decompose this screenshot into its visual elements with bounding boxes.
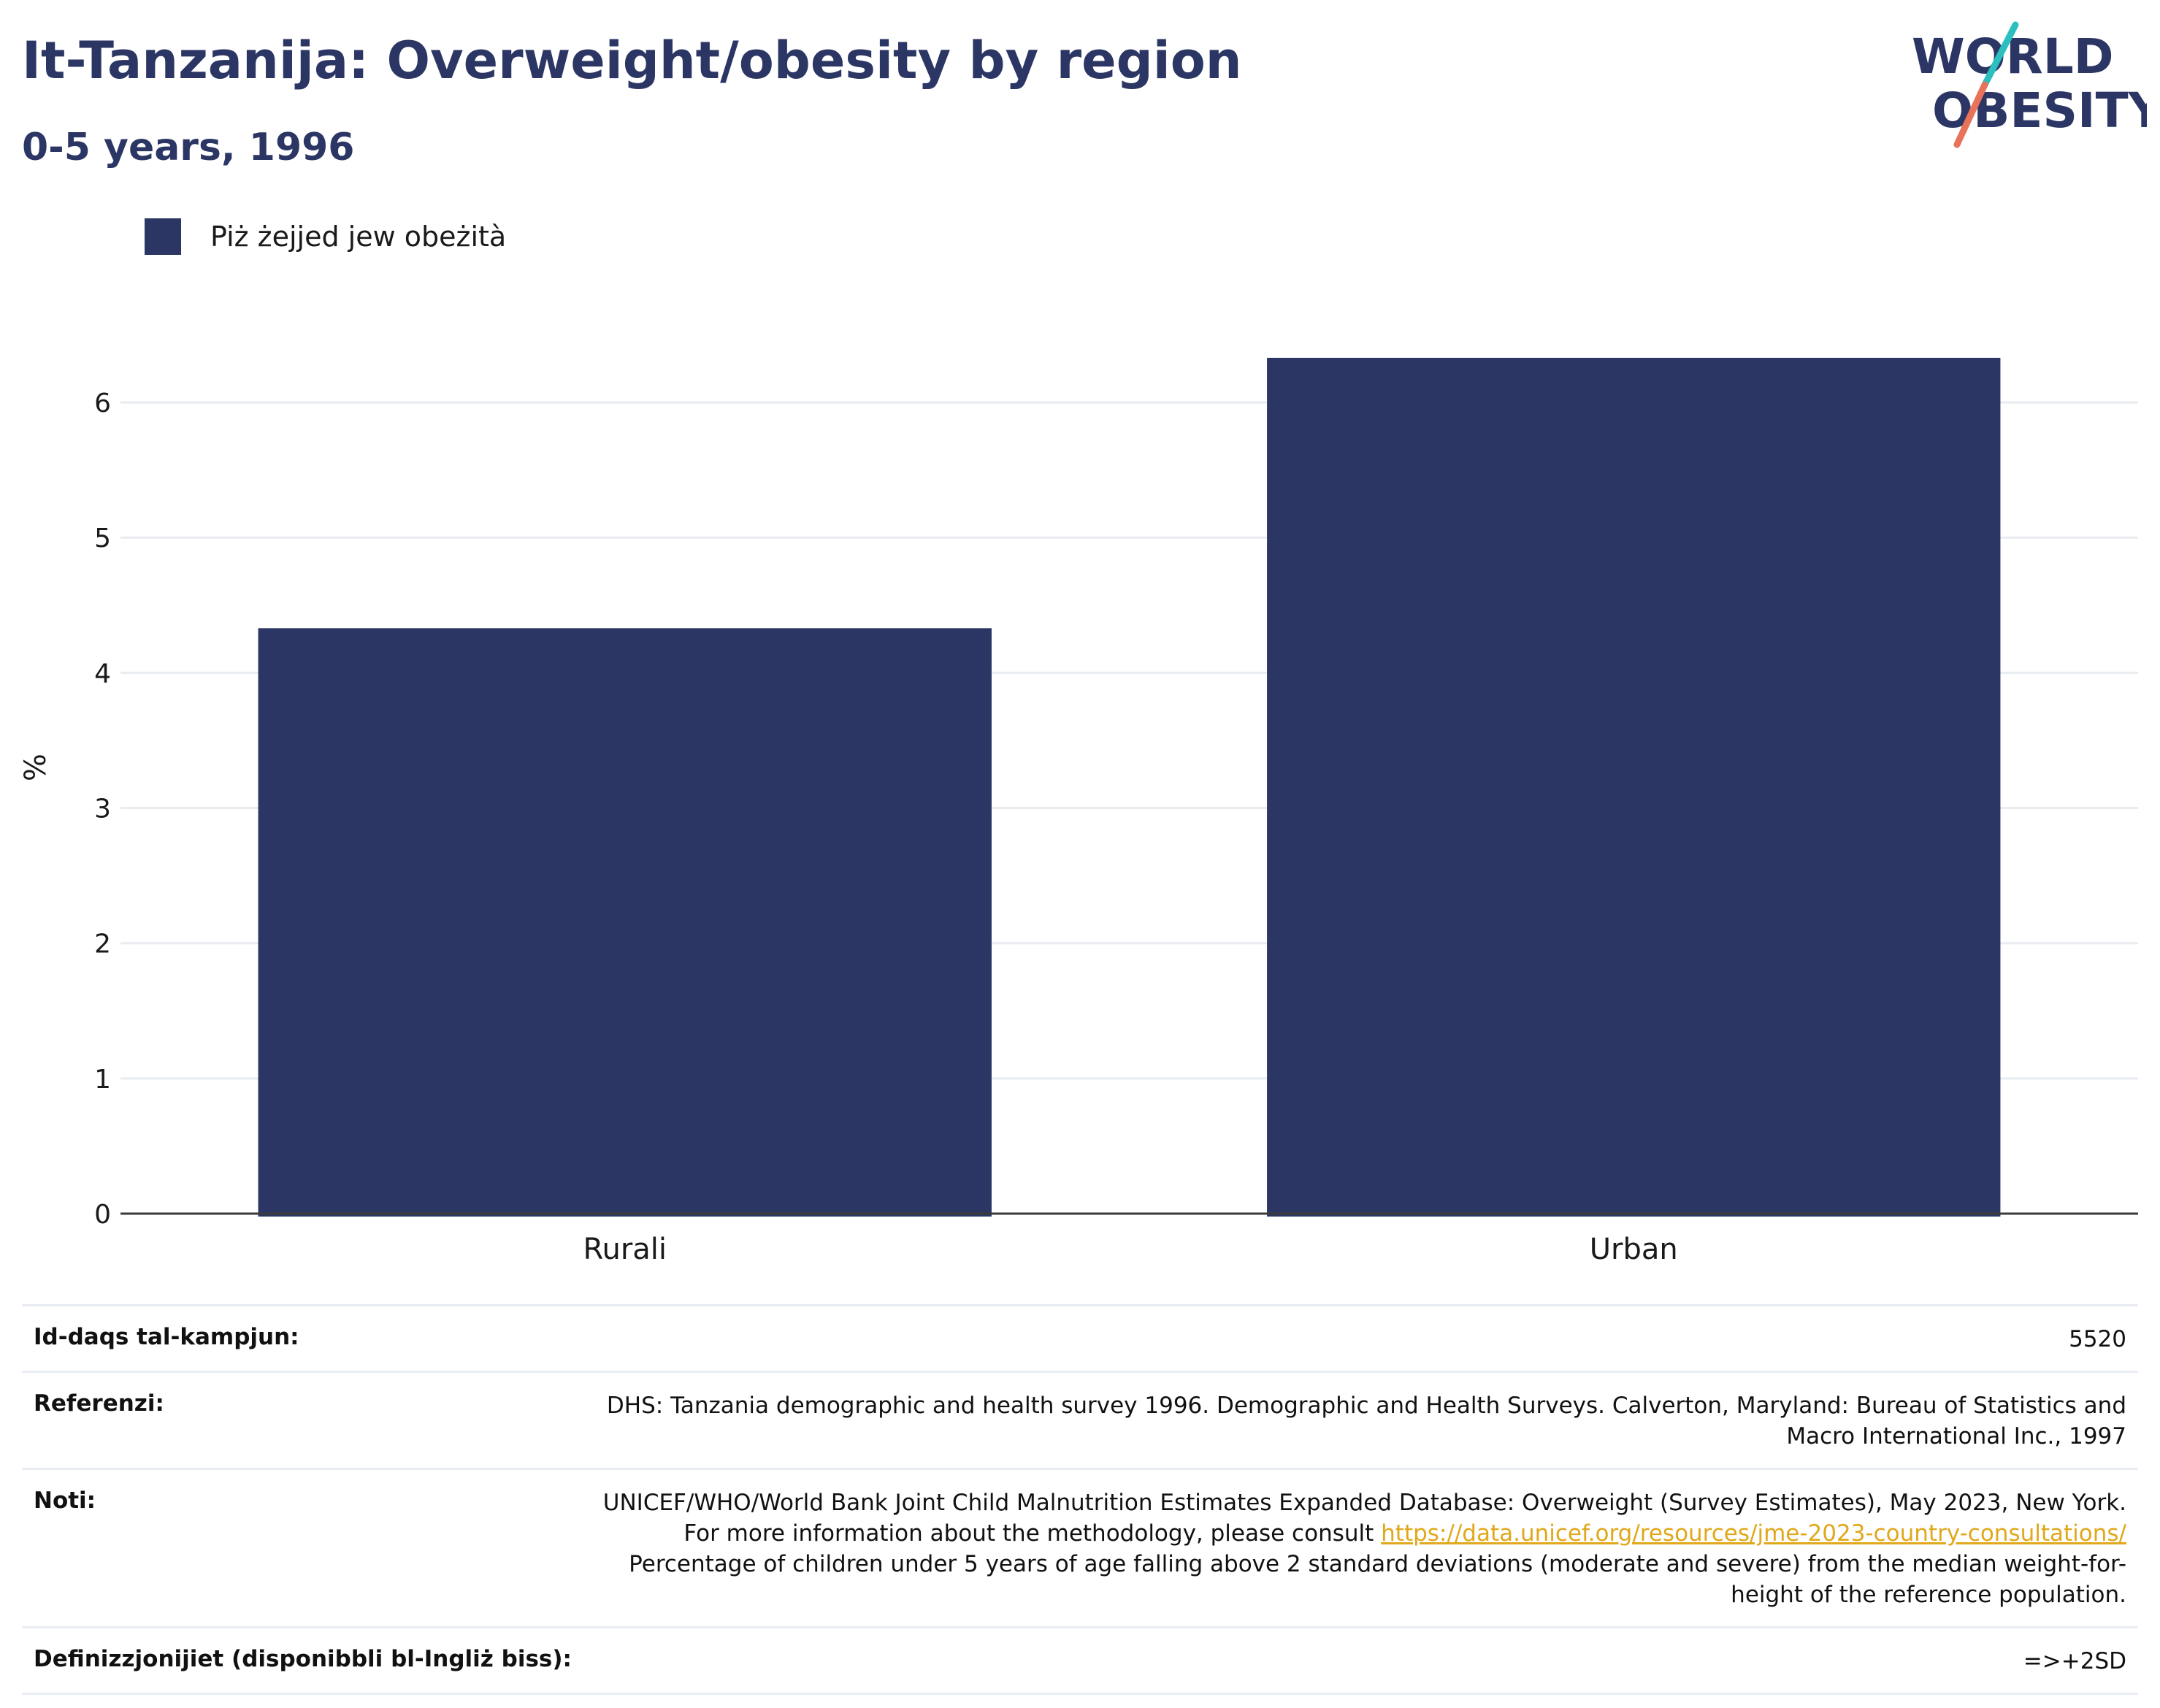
bar-urban[interactable] [1267,357,2001,1217]
x-tick-label: Rurali [583,1233,667,1266]
definitions-row: Definizzjonijiet (disponibbli bl-Ingliż … [22,1626,2138,1695]
sample-size-value: 5520 [2069,1326,2126,1352]
notes-link[interactable]: https://data.unicef.org/resources/jme-20… [1381,1520,2126,1547]
y-tick-label: 1 [94,1065,111,1095]
legend-label: Piż żejjed jew obeżità [210,221,507,253]
y-tick-label: 3 [94,794,111,824]
y-tick-label: 0 [94,1200,111,1230]
notes-text-1: UNICEF/WHO/World Bank Joint Child Malnut… [602,1490,2126,1547]
y-tick-label: 4 [94,659,111,689]
x-tick-label: Urban [1590,1233,1678,1266]
y-axis-label: % [19,754,53,781]
y-tick-label: 5 [94,524,111,554]
world-obesity-logo: WORLD OBESITY [1912,21,2147,148]
notes-value: UNICEF/WHO/World Bank Joint Child Malnut… [578,1487,2126,1610]
metadata-table: Id-daqs tal-kampjun: 5520 Referenzi: DHS… [22,1304,2138,1695]
references-row: Referenzi: DHS: Tanzania demographic and… [22,1371,2138,1468]
notes-label: Noti: [34,1487,96,1514]
references-label: Referenzi: [34,1390,164,1417]
notes-text-2: Percentage of children under 5 years of … [629,1551,2126,1608]
logo-line2: OBESITY [1932,83,2147,139]
bar-chart: 0 1 2 3 4 5 6 Rurali Urban % [19,357,2138,1266]
y-tick-label: 2 [94,930,111,960]
bars [258,357,2001,1217]
chart-legend[interactable]: Piż żejjed jew obeżità [145,218,506,256]
bar-rurali[interactable] [258,628,992,1217]
references-value: DHS: Tanzania demographic and health sur… [606,1393,2126,1449]
notes-row: Noti: UNICEF/WHO/World Bank Joint Child … [22,1468,2138,1626]
chart-subtitle: 0-5 years, 1996 [22,126,355,169]
legend-swatch [145,218,181,255]
logo-slash-teal [1981,21,2019,88]
y-tick-label: 6 [94,388,111,418]
definitions-label: Definizzjonijiet (disponibbli bl-Ingliż … [34,1646,572,1672]
logo-line1: WORLD [1912,28,2114,85]
logo-slash-coral [1953,81,1988,148]
axes: 0 1 2 3 4 5 6 Rurali Urban [94,388,2138,1266]
sample-size-label: Id-daqs tal-kampjun: [34,1324,299,1350]
definitions-value: =>+2SD [2023,1648,2126,1674]
chart-title: It-Tanzanija: Overweight/obesity by regi… [22,31,1242,91]
sample-size-row: Id-daqs tal-kampjun: 5520 [22,1304,2138,1371]
